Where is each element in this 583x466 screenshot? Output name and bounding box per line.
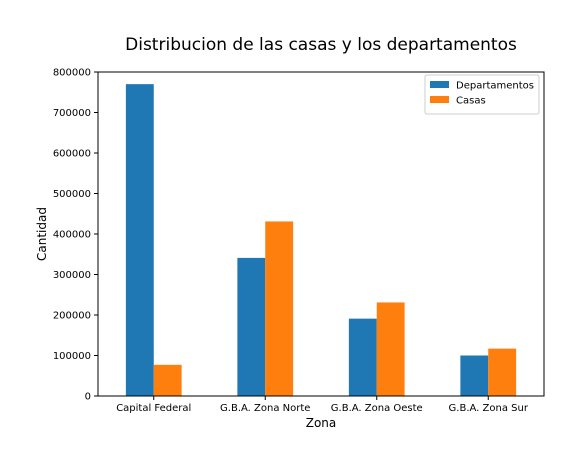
y-tick-label: 300000 [53,270,91,281]
x-axis: Capital Federal G.B.A. Zona Norte G.B.A. Z… [116,396,529,414]
legend-label-casas: Casas [456,96,486,107]
plot-frame [97,71,545,397]
y-axis: 0 100000 200000 300000 400000 500000 600000 700… [53,68,98,403]
y-tick-label: 800000 [53,68,91,79]
y-axis-label: Cantidad [35,207,49,261]
bar-departamentos-1 [237,257,266,396]
x-axis-label: Zona [306,416,337,430]
y-tick-label: 400000 [53,230,91,241]
x-tick-label: G.B.A. Zona Oeste [331,403,423,414]
y-tick-label: 700000 [53,108,91,119]
legend-swatch-casas [430,96,449,103]
y-tick-label: 200000 [53,311,91,322]
chart-title: Distribucion de las casas y los departam… [125,35,517,55]
legend-swatch-departamentos [430,81,449,88]
bar-departamentos-2 [348,318,377,396]
y-tick-label: 500000 [53,189,91,200]
y-tick-label: 100000 [53,351,91,362]
legend: Departamentos Casas [424,74,540,115]
bar-casas-3 [488,348,517,396]
x-tick-label: Capital Federal [116,403,191,414]
bar-departamentos-3 [460,355,489,396]
y-tick-label: 0 [85,392,91,403]
x-tick-label: G.B.A. Zona Sur [449,403,529,414]
bar-departamentos-0 [125,84,154,397]
bar-casas-0 [153,364,182,396]
x-tick-label: G.B.A. Zona Norte [220,403,310,414]
y-tick-label: 600000 [53,149,91,160]
bar-casas-2 [376,302,405,396]
bars-group [125,84,517,397]
legend-frame [424,74,540,115]
legend-label-departamentos: Departamentos [456,81,534,92]
bar-casas-1 [265,221,294,396]
